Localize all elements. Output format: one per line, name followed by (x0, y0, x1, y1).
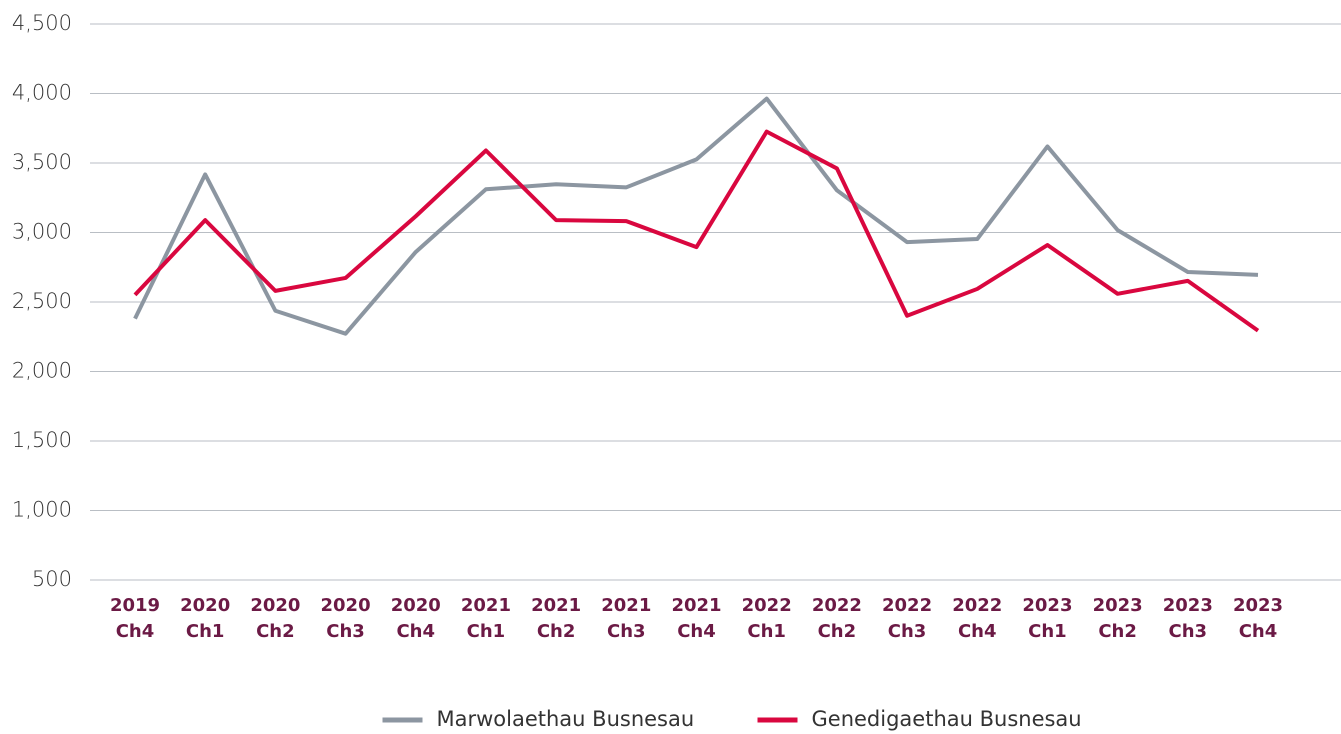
x-tick-line: 2022 (742, 595, 792, 616)
y-tick-label: 3,500 (12, 150, 72, 174)
legend-label: Genedigaethau Busnesau (812, 707, 1082, 731)
x-tick-line: 2022 (882, 595, 932, 616)
x-tick-label: 2022 Ch3 (882, 595, 932, 642)
x-tick-line: Ch3 (607, 621, 646, 642)
x-tick-label: 2021 Ch3 (601, 595, 651, 642)
x-tick-line: 2020 (391, 595, 441, 616)
x-tick-label: 2022 Ch2 (812, 595, 862, 642)
x-tick-line: Ch1 (467, 621, 506, 642)
legend-label: Marwolaethau Busnesau (437, 707, 695, 731)
x-tick-label: 2022 Ch1 (742, 595, 792, 642)
x-tick-line: 2021 (531, 595, 581, 616)
line (133, 96, 1259, 336)
x-tick-label: 2021 Ch2 (531, 595, 581, 642)
x-tick-line: 2023 (1022, 595, 1072, 616)
x-tick-line: 2022 (952, 595, 1002, 616)
x-tick-line: Ch4 (396, 621, 435, 642)
x-tick-line: 2023 (1233, 595, 1283, 616)
x-tick-label: 2023 Ch1 (1022, 595, 1072, 642)
x-tick-label: 2019 Ch4 (110, 595, 160, 642)
y-tick-label: 4,000 (12, 81, 72, 105)
x-tick-line: 2020 (250, 595, 300, 616)
x-tick-line: 2021 (671, 595, 721, 616)
x-tick-label: 2023 Ch4 (1233, 595, 1283, 642)
x-tick-line: 2020 (321, 595, 371, 616)
y-tick-label: 2,000 (12, 359, 72, 383)
y-tick-label: 1,500 (12, 428, 72, 452)
y-tick-label: 500 (32, 567, 72, 591)
x-tick-line: Ch4 (116, 621, 155, 642)
x-tick-label: 2022 Ch4 (952, 595, 1002, 642)
x-tick-label: 2020 Ch2 (250, 595, 300, 642)
x-tick-line: Ch3 (1169, 621, 1208, 642)
x-tick-line: Ch2 (256, 621, 295, 642)
x-tick-line: Ch1 (186, 621, 225, 642)
y-tick-label: 2,500 (12, 289, 72, 313)
x-tick-line: Ch4 (677, 621, 716, 642)
x-tick-line: Ch2 (818, 621, 857, 642)
y-tick-label: 4,500 (12, 11, 72, 35)
y-tick-label: 1,000 (12, 498, 72, 522)
line (133, 129, 1260, 333)
x-tick-label: 2020 Ch3 (321, 595, 371, 642)
x-tick-line: 2020 (180, 595, 230, 616)
x-tick-line: 2023 (1163, 595, 1213, 616)
x-tick-line: Ch3 (888, 621, 927, 642)
x-tick-line: Ch3 (326, 621, 365, 642)
x-tick-label: 2020 Ch1 (180, 595, 230, 642)
x-tick-line: 2023 (1093, 595, 1143, 616)
x-tick-label: 2023 Ch2 (1093, 595, 1143, 642)
x-tick-line: Ch2 (537, 621, 576, 642)
x-tick-label: 2021 Ch1 (461, 595, 511, 642)
x-tick-line: 2019 (110, 595, 160, 616)
x-tick-label: 2023 Ch3 (1163, 595, 1213, 642)
x-tick-line: Ch2 (1098, 621, 1137, 642)
y-tick-label: 3,000 (12, 220, 72, 244)
x-tick-line: Ch1 (1028, 621, 1067, 642)
x-tick-label: 2020 Ch4 (391, 595, 441, 642)
x-tick-line: 2021 (461, 595, 511, 616)
x-tick-label: 2021 Ch4 (671, 595, 721, 642)
x-tick-line: Ch1 (747, 621, 786, 642)
x-tick-line: 2021 (601, 595, 651, 616)
x-tick-line: Ch4 (1239, 621, 1278, 642)
x-tick-line: Ch4 (958, 621, 997, 642)
x-tick-line: 2022 (812, 595, 862, 616)
